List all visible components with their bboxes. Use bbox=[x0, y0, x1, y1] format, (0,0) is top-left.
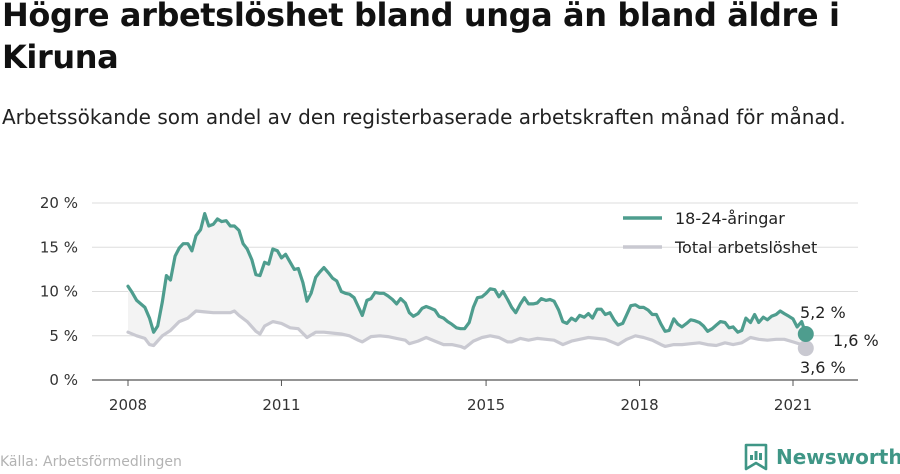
end-marker-young bbox=[797, 325, 814, 342]
y-tick-label: 20 % bbox=[40, 194, 78, 212]
newsworthy-brand[interactable]: Newsworthy bbox=[744, 441, 900, 473]
x-axis: 2008 2011 2015 2018 2021 bbox=[109, 380, 812, 414]
x-tick-label: 2021 bbox=[774, 396, 812, 414]
end-marker-total bbox=[797, 340, 814, 357]
legend: 18-24-åringar Total arbetslöshet bbox=[623, 209, 817, 257]
y-tick-label: 15 % bbox=[40, 238, 78, 256]
y-tick-label: 0 % bbox=[49, 371, 78, 389]
legend-label-young: 18-24-åringar bbox=[675, 209, 785, 228]
x-tick-label: 2011 bbox=[262, 396, 300, 414]
legend-label-total: Total arbetslöshet bbox=[674, 238, 817, 257]
y-tick-label: 10 % bbox=[40, 283, 78, 301]
x-tick-label: 2008 bbox=[109, 396, 147, 414]
source-credit: Källa: Arbetsförmedlingen bbox=[0, 454, 182, 470]
end-markers bbox=[797, 325, 814, 357]
x-tick-label: 2015 bbox=[467, 396, 505, 414]
end-label-young: 5,2 % bbox=[800, 303, 846, 322]
series-lines bbox=[126, 212, 808, 350]
y-tick-label: 5 % bbox=[49, 327, 78, 345]
end-label-total: 3,6 % bbox=[800, 358, 846, 377]
series-line-young bbox=[126, 212, 808, 336]
chart-subtitle: Arbetssökande som andel av den registerb… bbox=[2, 105, 846, 129]
chart-title: Högre arbetslöshet bland unga än bland ä… bbox=[2, 0, 840, 76]
end-label-diff: 1,6 % bbox=[833, 331, 879, 350]
newsworthy-logo-icon bbox=[744, 443, 768, 471]
brand-name: Newsworthy bbox=[776, 445, 900, 469]
gap-band bbox=[128, 213, 806, 349]
x-tick-label: 2018 bbox=[620, 396, 658, 414]
y-axis: 0 % 5 % 10 % 15 % 20 % bbox=[40, 194, 78, 389]
series-line-total bbox=[126, 309, 808, 350]
